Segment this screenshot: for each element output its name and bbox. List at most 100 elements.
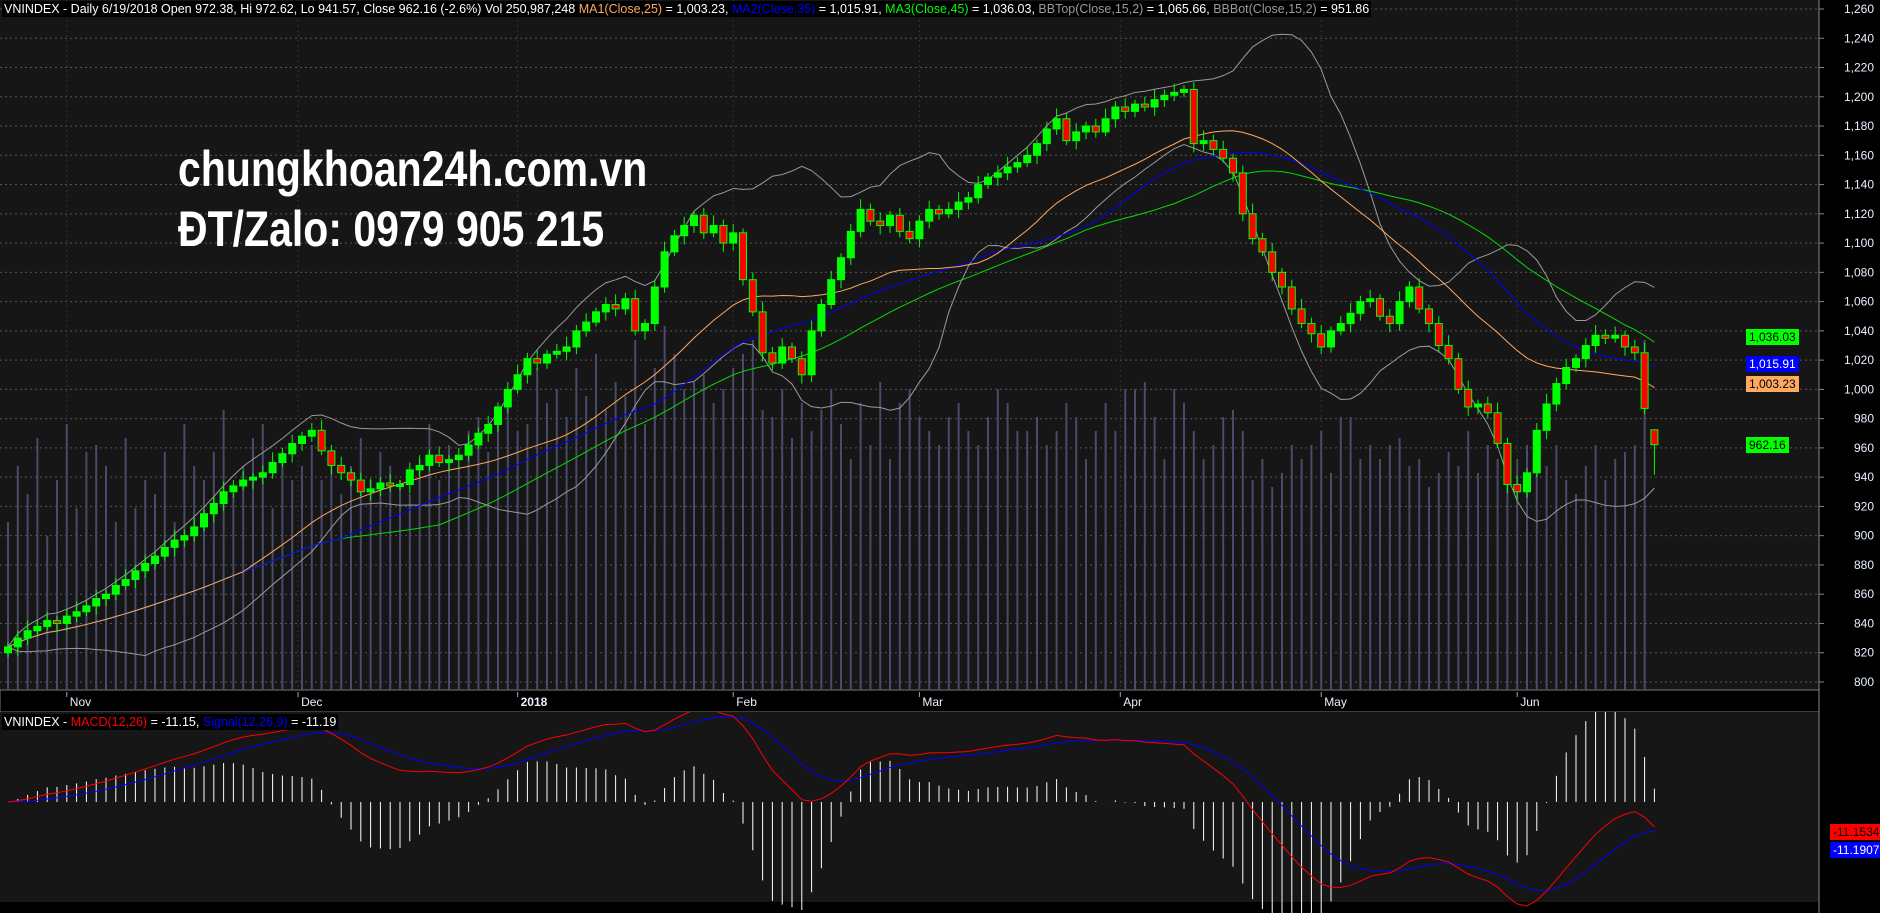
candle-down	[748, 279, 757, 313]
x-tick-label: 2018	[521, 695, 548, 709]
candle-up	[121, 579, 130, 586]
candle-down	[1385, 315, 1394, 325]
candle-up	[13, 637, 22, 648]
candle-up	[1542, 403, 1551, 431]
price-chart[interactable]: 800 820 840 860 880 900 920 940 960 980 1,000 1,020…	[0, 0, 1880, 712]
candle-up	[23, 630, 32, 639]
y-tick-label: 800	[1854, 675, 1874, 689]
macd-plot-bg	[0, 712, 1819, 902]
date-axis	[0, 689, 1820, 712]
x-tick-label: May	[1324, 695, 1347, 709]
candle-up	[1160, 94, 1169, 101]
candle-up	[1611, 334, 1620, 339]
x-tick-label: Apr	[1123, 695, 1142, 709]
candle-down	[1464, 388, 1473, 408]
candle-down	[876, 220, 885, 227]
bbtop-label: BBTop(Close,15,2)	[1038, 2, 1144, 16]
candle-up	[846, 230, 855, 259]
candle-up	[1199, 140, 1208, 145]
x-tick-label: Feb	[736, 695, 757, 709]
candle-down	[1621, 334, 1629, 348]
candle-up	[582, 321, 591, 332]
candle-up	[592, 311, 600, 323]
candle-up	[641, 323, 649, 332]
candle-up	[1572, 358, 1580, 368]
candle-up	[425, 454, 434, 466]
x-tick-label: Jun	[1520, 695, 1539, 709]
candle-up	[513, 374, 522, 390]
candle-up	[601, 304, 610, 313]
y-tick-label: 1,260	[1844, 2, 1874, 16]
ma2-price-tag: 1,015.91	[1746, 356, 1799, 372]
close-price-tag: 962.16	[1746, 437, 1789, 453]
candle-down	[1307, 323, 1316, 335]
signal-label: Signal(12,26,9)	[202, 715, 288, 729]
y-tick-label: 1,220	[1844, 61, 1874, 75]
candle-up	[1170, 91, 1179, 96]
candle-up	[1042, 128, 1051, 145]
candle-up	[200, 513, 208, 528]
candle-up	[474, 432, 483, 446]
candle-down	[739, 232, 747, 281]
candle-up	[4, 646, 12, 654]
candle-down	[1483, 403, 1492, 414]
macd-prefix: VNINDEX -	[4, 715, 71, 729]
candle-down	[347, 472, 355, 481]
ma3-price-tag: 1,036.03	[1746, 329, 1799, 345]
candle-down	[1513, 483, 1522, 493]
y-tick-label: 1,160	[1844, 148, 1874, 162]
candle-up	[219, 491, 228, 504]
candle-up	[670, 235, 679, 253]
watermark-phone: ĐT/Zalo: 0979 905 215	[178, 201, 605, 257]
x-tick-label: Nov	[70, 695, 91, 709]
candle-up	[925, 208, 934, 222]
candle-up	[141, 562, 150, 572]
candle-up	[209, 502, 218, 515]
candle-down	[53, 620, 61, 624]
candle-up	[944, 208, 953, 215]
candle-down	[1493, 412, 1502, 445]
candle-down	[327, 450, 336, 466]
candle-up	[1150, 99, 1159, 108]
candle-down	[719, 225, 728, 244]
candle-up	[1131, 103, 1139, 112]
candle-up	[1523, 472, 1531, 493]
candle-down	[797, 358, 806, 376]
candle-down	[1248, 213, 1257, 240]
bbbot-value: = 951.86	[1316, 2, 1370, 16]
candle-down	[788, 346, 796, 360]
ma2-label: MA2(Close,35)	[731, 2, 816, 16]
signal-value: = -11.19	[287, 715, 337, 729]
candle-up	[1327, 330, 1335, 348]
candle-down	[1601, 334, 1610, 339]
candle-up	[543, 353, 551, 364]
candle-up	[807, 330, 816, 376]
y-tick-label: 920	[1854, 499, 1874, 513]
bb-top-line	[7, 33, 1655, 648]
candle-up	[1366, 298, 1375, 303]
y-tick-label: 1,060	[1844, 295, 1874, 309]
candle-down	[866, 208, 875, 222]
candle-up	[43, 620, 52, 627]
candle-down	[631, 298, 640, 332]
candle-up	[1052, 118, 1061, 130]
candle-up	[62, 615, 71, 624]
candle-down	[1425, 308, 1433, 325]
candle-up	[827, 279, 836, 306]
candle-down	[1189, 88, 1198, 145]
candle-up	[258, 472, 267, 478]
candle-down	[1258, 238, 1267, 253]
y-tick-label: 1,120	[1844, 207, 1874, 221]
candle-up	[984, 176, 992, 186]
candle-up	[1474, 403, 1482, 408]
candle-down	[1444, 344, 1453, 360]
candle-down	[317, 429, 326, 452]
candle-up	[1356, 301, 1365, 314]
candle-up	[180, 535, 189, 541]
candle-up	[268, 462, 277, 474]
candle-down	[1297, 308, 1306, 325]
macd-chart[interactable]	[0, 712, 1880, 913]
candle-down	[1062, 118, 1071, 142]
macd-header: VNINDEX - MACD(12,26) = -11.15, Signal(1…	[2, 714, 339, 730]
candle-up	[1552, 383, 1561, 405]
